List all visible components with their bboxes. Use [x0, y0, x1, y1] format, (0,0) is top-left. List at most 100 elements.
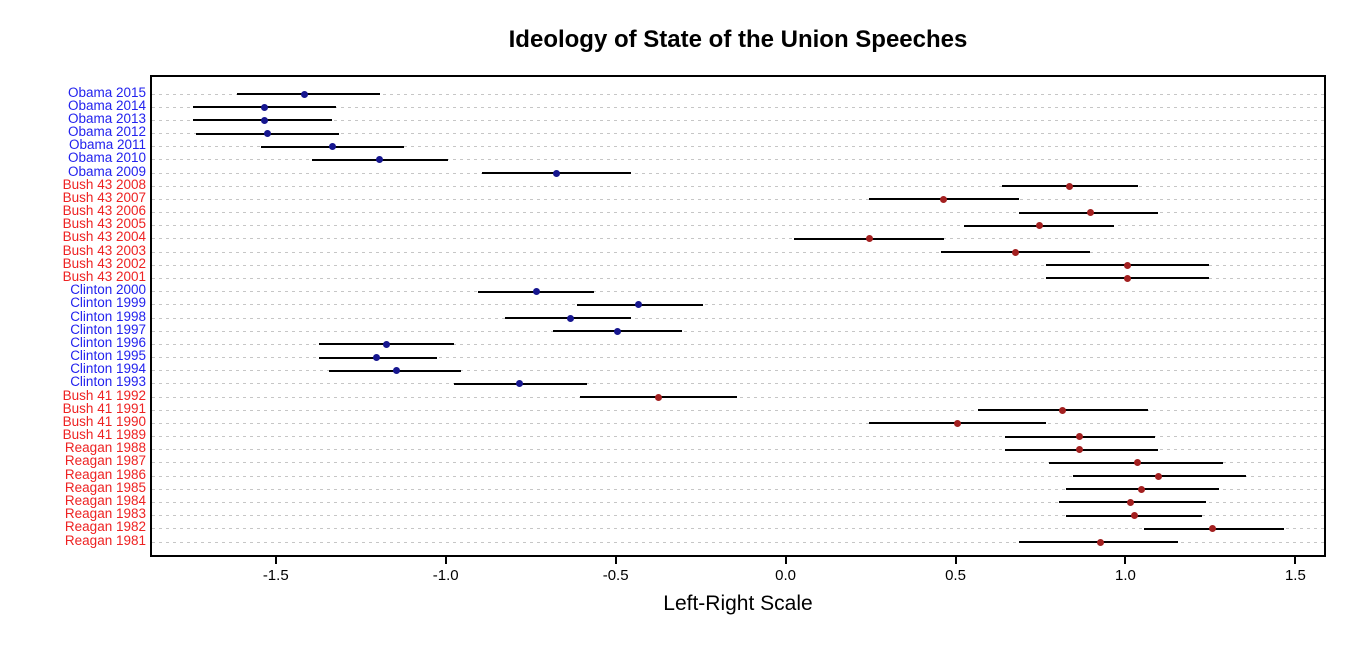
- gridline: [152, 383, 1324, 385]
- gridline: [152, 462, 1324, 464]
- point-dot: [264, 130, 272, 138]
- gridline: [152, 330, 1324, 332]
- point-dot: [393, 367, 401, 375]
- row-label: Bush 41 1991: [62, 400, 146, 416]
- point-dot: [940, 195, 948, 203]
- gridline: [152, 106, 1324, 108]
- point-dot: [552, 169, 560, 177]
- gridline: [152, 449, 1324, 451]
- point-dot: [1208, 525, 1216, 533]
- row-label: Bush 43 2004: [62, 229, 146, 245]
- point-dot: [1130, 512, 1138, 520]
- row-label: Clinton 1997: [70, 321, 146, 337]
- row-label: Clinton 1995: [70, 348, 146, 364]
- gridline: [152, 370, 1324, 372]
- row-label: Bush 43 2007: [62, 189, 146, 205]
- gridline: [152, 198, 1324, 200]
- x-tick: [274, 557, 277, 564]
- row-label: Reagan 1982: [64, 519, 146, 535]
- row-label: Bush 43 2003: [62, 242, 146, 258]
- x-tick-label: 0.0: [775, 567, 796, 584]
- point-dot: [328, 143, 336, 151]
- x-tick-label: 0.5: [945, 567, 966, 584]
- gridline: [152, 291, 1324, 293]
- point-dot: [383, 340, 391, 348]
- row-label: Clinton 1998: [70, 308, 146, 324]
- row-label: Bush 43 2008: [62, 176, 146, 192]
- x-tick-label: -0.5: [602, 567, 629, 584]
- row-label: Obama 2010: [67, 150, 146, 166]
- row-label: Clinton 1993: [70, 374, 146, 390]
- gridline: [152, 501, 1324, 503]
- row-label: Reagan 1981: [64, 532, 146, 548]
- gridline: [152, 251, 1324, 253]
- row-label: Reagan 1983: [64, 506, 146, 522]
- row-label: Clinton 2000: [70, 282, 146, 298]
- row-label: Bush 43 2001: [62, 268, 146, 284]
- gridline: [152, 515, 1324, 517]
- point-dot: [1123, 261, 1131, 269]
- point-dot: [515, 380, 523, 388]
- gridline: [152, 436, 1324, 438]
- point-dot: [1076, 433, 1084, 441]
- point-dot: [260, 103, 268, 111]
- x-axis-title: Left-Right Scale: [663, 592, 813, 615]
- gridline: [152, 212, 1324, 214]
- row-label: Bush 41 1990: [62, 413, 146, 429]
- gridline: [152, 172, 1324, 174]
- gridline: [152, 185, 1324, 187]
- row-label: Obama 2009: [67, 163, 146, 179]
- row-label: Obama 2015: [67, 84, 146, 100]
- row-label: Obama 2013: [67, 110, 146, 126]
- gridline: [152, 264, 1324, 266]
- row-label: Reagan 1986: [64, 466, 146, 482]
- row-label: Bush 43 2006: [62, 203, 146, 219]
- gridline: [152, 317, 1324, 319]
- x-tick: [1294, 557, 1297, 564]
- gridline: [152, 119, 1324, 121]
- point-dot: [1011, 248, 1019, 256]
- point-dot: [865, 235, 873, 243]
- point-dot: [301, 90, 309, 98]
- point-dot: [1059, 406, 1067, 414]
- x-tick: [614, 557, 617, 564]
- gridline: [152, 396, 1324, 398]
- gridline: [152, 357, 1324, 359]
- point-dot: [566, 314, 574, 322]
- gridline: [152, 475, 1324, 477]
- x-tick-label: -1.0: [432, 567, 459, 584]
- point-dot: [260, 116, 268, 124]
- point-dot: [954, 419, 962, 427]
- point-dot: [654, 393, 662, 401]
- row-label: Reagan 1987: [64, 453, 146, 469]
- point-dot: [1076, 446, 1084, 454]
- row-label: Reagan 1985: [64, 479, 146, 495]
- x-tick-label: 1.0: [1115, 567, 1136, 584]
- x-tick: [784, 557, 787, 564]
- gridline: [152, 146, 1324, 148]
- row-label: Bush 41 1989: [62, 427, 146, 443]
- row-label: Obama 2012: [67, 124, 146, 140]
- x-tick: [1124, 557, 1127, 564]
- point-dot: [1035, 222, 1043, 230]
- gridline: [152, 488, 1324, 490]
- gridline: [152, 541, 1324, 543]
- point-dot: [1127, 498, 1135, 506]
- chart-title: Ideology of State of the Union Speeches: [508, 26, 968, 53]
- row-label: Clinton 1994: [70, 361, 146, 377]
- gridline: [152, 409, 1324, 411]
- row-label: Bush 43 2005: [62, 216, 146, 232]
- gridline: [152, 159, 1324, 161]
- gridline: [152, 93, 1324, 95]
- point-dot: [1123, 274, 1131, 282]
- gridline: [152, 225, 1324, 227]
- point-dot: [1154, 472, 1162, 480]
- x-tick-label: -1.5: [262, 567, 289, 584]
- ci-line: [236, 93, 380, 95]
- plot-area: [150, 75, 1326, 557]
- point-dot: [1137, 485, 1145, 493]
- point-dot: [1134, 459, 1142, 467]
- point-dot: [532, 288, 540, 296]
- row-label: Clinton 1996: [70, 334, 146, 350]
